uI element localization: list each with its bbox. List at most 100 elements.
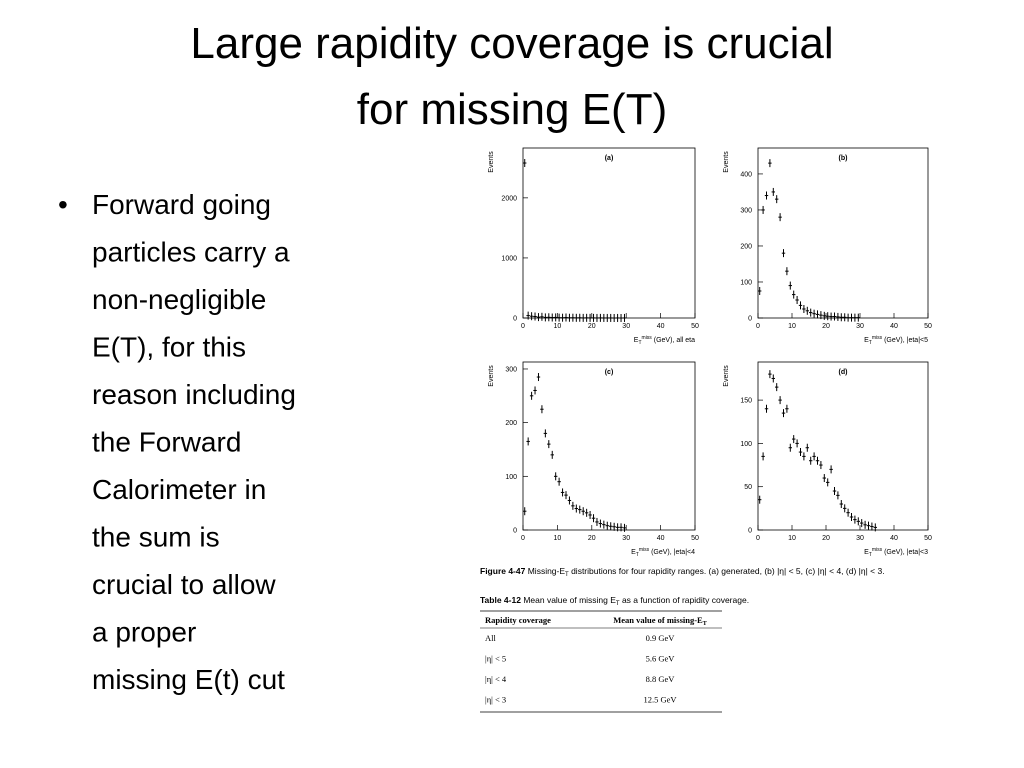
data-point bbox=[622, 523, 627, 532]
x-tick-label: 10 bbox=[788, 535, 796, 542]
data-point bbox=[819, 461, 823, 470]
data-point bbox=[605, 313, 609, 322]
data-point bbox=[788, 281, 792, 290]
data-point bbox=[836, 491, 840, 500]
x-tick-label: 40 bbox=[657, 323, 665, 330]
data-point bbox=[622, 313, 627, 322]
plot-frame bbox=[757, 361, 929, 531]
data-point bbox=[612, 522, 616, 531]
data-point bbox=[591, 514, 596, 523]
x-axis-label: ETmiss (GeV), |eta|<3 bbox=[864, 547, 928, 558]
y-tick-label: 2000 bbox=[501, 195, 517, 202]
y-tick-label: 300 bbox=[740, 207, 752, 214]
y-tick-label: 1000 bbox=[501, 255, 517, 262]
data-point bbox=[540, 405, 544, 414]
data-point bbox=[553, 472, 558, 481]
plot-frame bbox=[522, 147, 696, 319]
x-label-symbol: E bbox=[864, 337, 869, 344]
bullet-line: particles carry a bbox=[92, 237, 290, 268]
plot-frame bbox=[757, 147, 929, 319]
data-point bbox=[536, 373, 541, 382]
data-point bbox=[609, 522, 613, 531]
y-axis-label: Events bbox=[488, 151, 495, 173]
data-point bbox=[547, 313, 551, 322]
y-tick-label: 100 bbox=[740, 441, 752, 448]
y-axis-label: Events bbox=[723, 151, 730, 173]
data-point bbox=[574, 313, 579, 322]
data-point bbox=[547, 440, 551, 449]
data-point bbox=[533, 386, 537, 395]
data-point bbox=[584, 508, 589, 517]
y-tick-label: 200 bbox=[505, 420, 517, 427]
caption-text: Missing-E bbox=[525, 566, 565, 576]
x-label-sup: miss bbox=[642, 335, 653, 341]
x-label-text: (GeV), |eta|<3 bbox=[882, 549, 928, 556]
x-tick-label: 50 bbox=[691, 323, 699, 330]
data-point bbox=[781, 249, 786, 258]
data-point bbox=[615, 523, 620, 532]
chart-title: (c) bbox=[605, 369, 614, 376]
data-point bbox=[822, 474, 826, 483]
x-tick-label: 50 bbox=[691, 535, 699, 542]
data-point bbox=[860, 519, 864, 528]
data-point bbox=[775, 383, 779, 392]
data-point bbox=[761, 205, 765, 214]
data-point bbox=[598, 313, 603, 322]
data-point bbox=[615, 313, 620, 322]
x-label-symbol: E bbox=[864, 549, 869, 556]
data-point bbox=[564, 313, 568, 322]
chart-title: (b) bbox=[839, 155, 848, 162]
data-point bbox=[839, 500, 843, 509]
data-point bbox=[758, 286, 762, 295]
data-point bbox=[771, 374, 775, 383]
caption-text: Mean value of missing E bbox=[521, 595, 616, 605]
data-point bbox=[567, 313, 572, 322]
table-header: Rapidity coverage bbox=[485, 615, 551, 625]
data-point bbox=[815, 310, 820, 319]
x-axis-label: ETmiss (GeV), |eta|<5 bbox=[864, 335, 928, 346]
x-label-sub: T bbox=[636, 552, 639, 558]
data-point bbox=[764, 191, 769, 200]
data-point bbox=[571, 501, 575, 510]
data-point bbox=[574, 504, 579, 513]
x-tick-label: 30 bbox=[856, 535, 864, 542]
data-point bbox=[571, 313, 575, 322]
data-point bbox=[778, 213, 782, 222]
data-point bbox=[567, 496, 572, 505]
table-cell: 12.5 GeV bbox=[643, 695, 677, 705]
x-tick-label: 0 bbox=[521, 323, 525, 330]
data-point bbox=[788, 443, 792, 452]
y-tick-label: 100 bbox=[505, 474, 517, 481]
chart-title: (d) bbox=[839, 369, 848, 376]
caption-sub: T bbox=[565, 572, 569, 578]
x-label-symbol: E bbox=[634, 337, 639, 344]
data-point bbox=[598, 519, 603, 528]
data-point bbox=[761, 452, 765, 461]
data-point bbox=[849, 513, 854, 522]
data-point bbox=[798, 301, 803, 310]
y-tick-label: 300 bbox=[505, 366, 517, 373]
x-tick-label: 0 bbox=[756, 535, 760, 542]
x-axis-label: ETmiss (GeV), |eta|<4 bbox=[631, 547, 695, 558]
data-point bbox=[523, 507, 527, 516]
data-point bbox=[839, 313, 843, 322]
x-label-sub: T bbox=[638, 340, 641, 346]
y-tick-label: 50 bbox=[744, 484, 752, 491]
x-tick-label: 0 bbox=[521, 535, 525, 542]
data-point bbox=[533, 312, 537, 321]
x-tick-label: 40 bbox=[657, 535, 665, 542]
x-label-sub: T bbox=[869, 340, 872, 346]
data-point bbox=[526, 437, 530, 446]
bullet-line: a proper bbox=[92, 617, 196, 648]
data-point bbox=[588, 313, 592, 322]
data-point bbox=[775, 195, 779, 204]
data-point bbox=[805, 443, 809, 452]
data-point bbox=[605, 521, 609, 530]
caption-label: Table 4-12 bbox=[480, 595, 521, 605]
data-point bbox=[602, 313, 606, 322]
x-label-sup: miss bbox=[872, 547, 883, 553]
data-point bbox=[832, 312, 837, 321]
y-tick-label: 0 bbox=[513, 316, 517, 323]
y-tick-label: 0 bbox=[513, 528, 517, 535]
